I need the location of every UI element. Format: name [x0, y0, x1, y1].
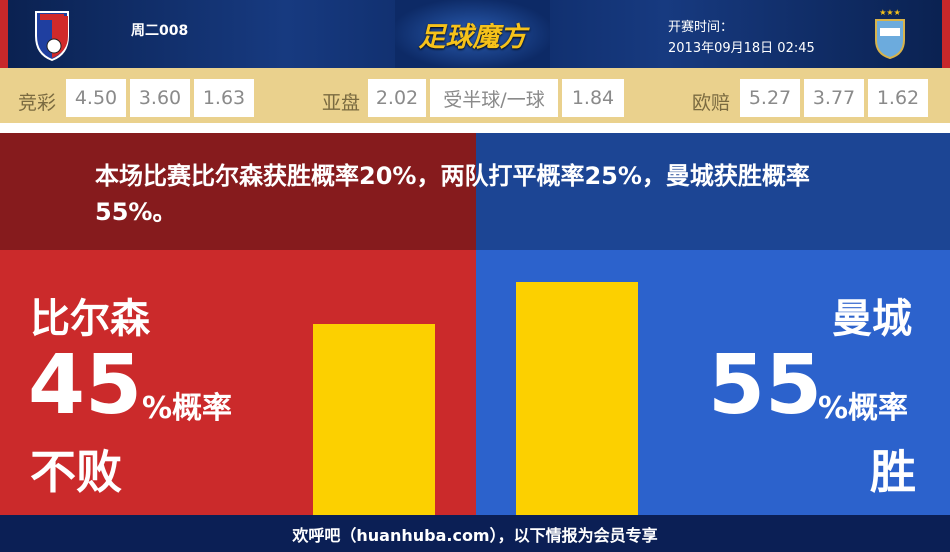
svg-text:★★★: ★★★	[879, 8, 901, 17]
jingcai-label: 竞彩	[18, 92, 57, 114]
home-percent: 45	[28, 338, 143, 433]
away-result: 胜	[870, 445, 916, 499]
yapan-label: 亚盘	[322, 92, 361, 114]
oupei-label: 欧赔	[692, 92, 731, 114]
home-percent-label: %概率	[142, 391, 233, 426]
odds-bar: 竞彩 4.50 3.60 1.63 亚盘 2.02 受半球/一球 1.84 欧赔…	[0, 68, 950, 123]
home-team-name: 比尔森	[30, 296, 150, 342]
yapan-odd: 2.02	[368, 79, 426, 117]
footer-notice[interactable]: 欢呼吧（huanhuba.com），以下情报为会员专享	[0, 515, 950, 552]
away-percent-label: %概率	[818, 391, 909, 426]
kickoff-label: 开赛时间：	[668, 20, 734, 35]
jingcai-odd: 4.50	[66, 79, 126, 117]
oupei-odd: 1.62	[868, 79, 928, 117]
away-percent: 55	[708, 338, 823, 433]
home-probability-bar	[313, 324, 435, 515]
match-number: 周二008	[131, 23, 189, 39]
logo: 足球魔方	[395, 0, 550, 68]
away-team-crest-icon: ★★★	[875, 8, 905, 60]
jingcai-odd: 1.63	[194, 79, 254, 117]
kickoff-time: 2013年09月18日 02:45	[668, 41, 815, 56]
stripe	[0, 0, 8, 68]
banner-away-bg	[476, 133, 950, 250]
yapan-handicap: 受半球/一球	[430, 79, 558, 117]
away-team-name: 曼城	[832, 296, 912, 342]
banner-home-bg	[0, 133, 476, 250]
header: 周二008 足球魔方 开赛时间： 2013年09月18日 02:45 ★★★	[0, 0, 950, 68]
jingcai-odd: 3.60	[130, 79, 190, 117]
home-result: 不败	[30, 445, 122, 499]
oupei-odd: 3.77	[804, 79, 864, 117]
probability-summary: 本场比赛比尔森获胜概率20%，两队打平概率25%，曼城获胜概率55%。	[95, 162, 810, 226]
divider	[0, 123, 950, 133]
stripe	[942, 0, 950, 68]
home-team-crest-icon	[35, 11, 69, 62]
oupei-odd: 5.27	[740, 79, 800, 117]
yapan-odd: 1.84	[562, 79, 624, 117]
away-probability-bar	[516, 282, 638, 515]
